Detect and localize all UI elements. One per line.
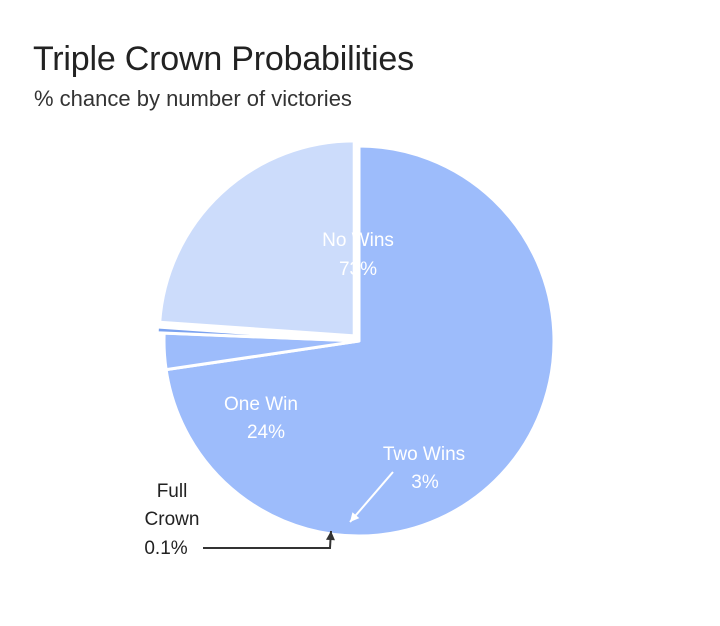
slice-value-full-crown: 0.1% [144, 538, 187, 559]
slice-label-one-win: One Win [224, 394, 298, 415]
pie-slice-one-win [158, 139, 356, 338]
slice-value-no-wins: 73% [339, 259, 377, 280]
chart-subtitle: % chance by number of victories [34, 86, 352, 111]
annotation-arrow-full-crown-head [325, 531, 335, 541]
chart-title: Triple Crown Probabilities [33, 40, 414, 78]
slice-label-two-wins: Two Wins [383, 444, 465, 465]
pie-slice-full-crown [155, 325, 354, 343]
annotation-arrow-two-wins [349, 471, 394, 523]
slice-label-full-crown-line1: Full [157, 481, 188, 502]
slice-value-two-wins: 3% [411, 472, 439, 493]
slice-value-one-win: 24% [247, 422, 285, 443]
annotation-arrow-full-crown [203, 530, 332, 549]
slice-label-no-wins: No Wins [322, 230, 394, 251]
annotation-arrow-two-wins-head [350, 512, 360, 522]
slice-label-full-crown-line2: Crown [145, 509, 200, 530]
